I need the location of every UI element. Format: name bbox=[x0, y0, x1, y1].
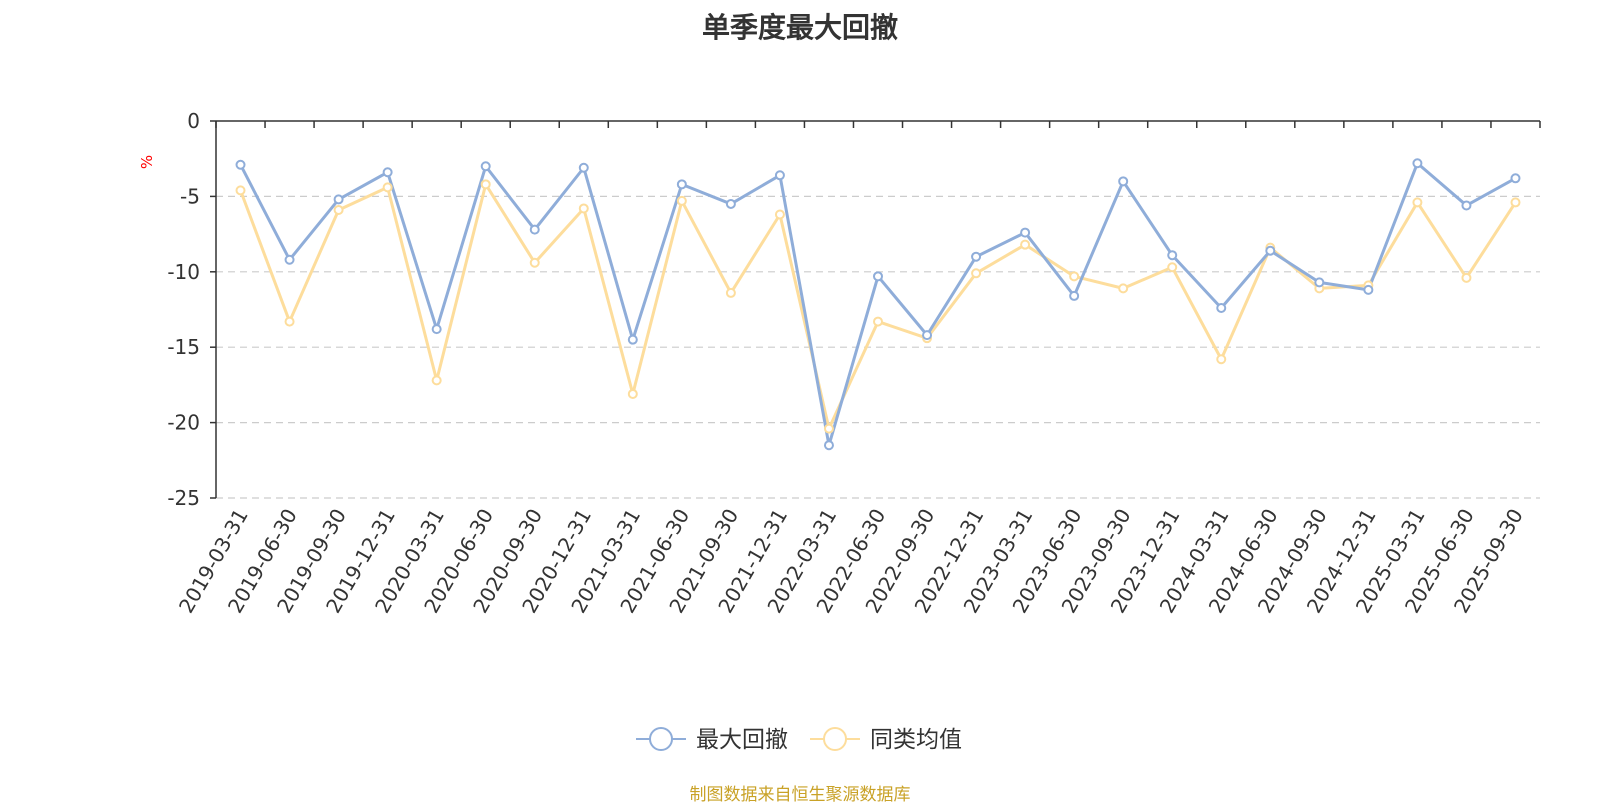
data-point-同类均值 bbox=[1020, 239, 1031, 250]
data-point-最大回撤 bbox=[1461, 200, 1472, 211]
series-layer bbox=[235, 158, 1521, 451]
data-point-最大回撤 bbox=[676, 179, 687, 190]
legend-item-最大回撤[interactable]: 最大回撤 bbox=[636, 727, 788, 753]
data-point-同类均值 bbox=[774, 209, 785, 220]
data-point-同类均值 bbox=[1216, 354, 1227, 365]
legend-label: 同类均值 bbox=[870, 727, 962, 753]
data-point-最大回撤 bbox=[774, 170, 785, 181]
data-point-最大回撤 bbox=[1069, 290, 1080, 301]
data-point-同类均值 bbox=[1412, 197, 1423, 208]
line-chart: 0-5-10-15-20-252019-03-312019-06-302019-… bbox=[138, 109, 1541, 753]
data-point-同类均值 bbox=[627, 388, 638, 399]
data-point-同类均值 bbox=[382, 182, 393, 193]
data-point-最大回撤 bbox=[627, 334, 638, 345]
y-tick-label: -10 bbox=[167, 260, 200, 284]
data-point-最大回撤 bbox=[823, 440, 834, 451]
data-point-同类均值 bbox=[823, 423, 834, 434]
data-point-同类均值 bbox=[1461, 272, 1472, 283]
data-point-最大回撤 bbox=[1216, 302, 1227, 313]
y-tick-label: -25 bbox=[167, 486, 200, 510]
series-line-最大回撤 bbox=[239, 161, 1517, 447]
y-tick-label: -15 bbox=[167, 335, 200, 359]
data-point-最大回撤 bbox=[1314, 277, 1325, 288]
data-point-同类均值 bbox=[529, 257, 540, 268]
legend-label: 最大回撤 bbox=[696, 727, 788, 753]
grid-layer bbox=[216, 195, 1540, 499]
data-point-最大回撤 bbox=[922, 330, 933, 341]
source-note: 制图数据来自恒生聚源数据库 bbox=[689, 785, 911, 805]
data-point-同类均值 bbox=[1069, 271, 1080, 282]
data-point-最大回撤 bbox=[1363, 284, 1374, 295]
legend-marker bbox=[823, 727, 847, 751]
data-point-同类均值 bbox=[284, 316, 295, 327]
data-point-最大回撤 bbox=[284, 254, 295, 265]
data-point-最大回撤 bbox=[382, 167, 393, 178]
y-tick-label: 0 bbox=[187, 109, 200, 133]
data-point-最大回撤 bbox=[480, 161, 491, 172]
data-point-最大回撤 bbox=[431, 324, 442, 335]
data-point-最大回撤 bbox=[1020, 227, 1031, 238]
data-point-同类均值 bbox=[1167, 262, 1178, 273]
data-point-同类均值 bbox=[873, 316, 883, 327]
data-point-最大回撤 bbox=[873, 271, 883, 282]
data-point-同类均值 bbox=[1510, 197, 1521, 208]
data-point-同类均值 bbox=[578, 203, 589, 214]
data-point-最大回撤 bbox=[1167, 250, 1178, 261]
data-point-同类均值 bbox=[431, 375, 442, 386]
data-point-最大回撤 bbox=[529, 224, 540, 235]
data-point-同类均值 bbox=[333, 204, 344, 215]
data-point-最大回撤 bbox=[1265, 245, 1276, 256]
data-point-最大回撤 bbox=[333, 194, 344, 205]
y-axis-label: % bbox=[138, 155, 156, 169]
y-tick-label: -20 bbox=[167, 411, 200, 435]
data-point-最大回撤 bbox=[1510, 173, 1521, 184]
data-point-同类均值 bbox=[676, 195, 687, 206]
data-point-最大回撤 bbox=[971, 251, 982, 262]
data-point-同类均值 bbox=[235, 185, 246, 196]
series-line-同类均值 bbox=[239, 182, 1517, 431]
data-point-最大回撤 bbox=[1412, 158, 1423, 169]
legend[interactable]: 最大回撤 同类均值 bbox=[636, 727, 962, 753]
data-point-同类均值 bbox=[971, 268, 982, 279]
legend-marker bbox=[649, 727, 673, 751]
chart-title: 单季度最大回撤 bbox=[701, 11, 898, 44]
data-point-最大回撤 bbox=[235, 159, 246, 170]
data-point-同类均值 bbox=[725, 287, 736, 298]
data-point-最大回撤 bbox=[725, 198, 736, 209]
data-point-同类均值 bbox=[480, 179, 491, 190]
data-point-最大回撤 bbox=[578, 162, 589, 173]
y-tick-label: -5 bbox=[180, 184, 200, 208]
data-point-同类均值 bbox=[1118, 283, 1129, 294]
data-point-最大回撤 bbox=[1118, 176, 1129, 187]
legend-item-同类均值[interactable]: 同类均值 bbox=[810, 727, 962, 753]
